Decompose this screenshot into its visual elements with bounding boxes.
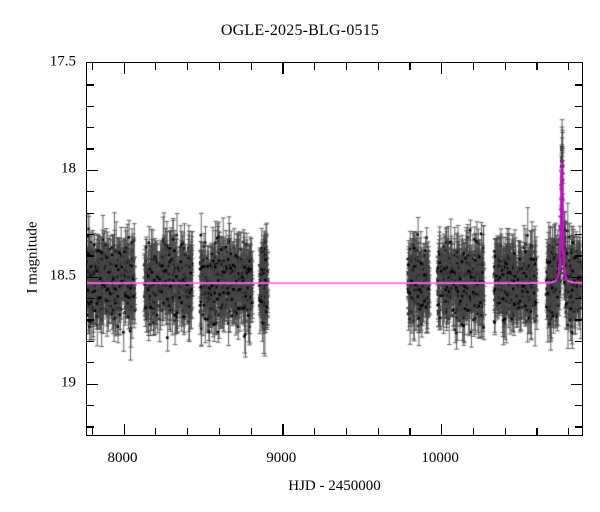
axis-tick: [441, 63, 443, 74]
y-tick-label: 18.5: [49, 267, 76, 284]
axis-tick: [87, 383, 98, 385]
axis-tick: [87, 127, 94, 129]
axis-tick: [218, 63, 220, 70]
axis-tick: [314, 428, 316, 435]
axis-tick: [123, 424, 125, 435]
axis-tick: [123, 63, 125, 74]
axis-tick: [87, 404, 94, 407]
axis-tick: [571, 276, 582, 279]
axis-tick: [472, 428, 475, 435]
axis-tick: [575, 105, 582, 107]
axis-tick: [87, 276, 98, 279]
axis-tick: [87, 148, 94, 150]
axis-tick: [409, 63, 411, 70]
axis-tick: [571, 169, 582, 172]
axis-tick: [87, 340, 94, 343]
axis-tick: [187, 428, 189, 435]
axis-tick: [504, 428, 506, 435]
axis-tick: [575, 84, 582, 86]
axis-tick: [504, 63, 506, 70]
axis-tick: [87, 426, 94, 428]
axis-tick: [377, 63, 379, 70]
axis-tick: [472, 63, 475, 70]
y-tick-label: 19: [61, 374, 76, 391]
y-tick-label: 18: [61, 160, 76, 177]
axis-tick: [575, 426, 582, 428]
axis-tick: [87, 84, 94, 86]
axis-tick: [571, 383, 582, 385]
axis-tick: [536, 63, 538, 70]
light-curve-canvas: [87, 63, 582, 435]
axis-tick: [575, 404, 582, 407]
axis-tick: [409, 428, 411, 435]
axis-tick: [441, 424, 443, 435]
axis-tick: [87, 212, 94, 214]
axis-tick: [345, 63, 347, 70]
axis-tick: [575, 191, 582, 193]
plot-canvas-wrapper: [87, 63, 582, 435]
axis-tick: [87, 169, 98, 172]
axis-tick: [575, 255, 582, 257]
axis-tick: [377, 428, 379, 435]
axis-tick: [87, 319, 94, 321]
axis-tick: [87, 298, 94, 300]
axis-tick: [87, 105, 94, 107]
x-tick-label: 8000: [107, 450, 138, 466]
axis-tick: [218, 428, 220, 435]
chart-title: OGLE-2025-BLG-0515: [220, 22, 380, 39]
axis-tick: [575, 340, 582, 343]
axis-tick: [575, 212, 582, 214]
plot-area: [86, 62, 583, 436]
axis-tick: [575, 127, 582, 129]
x-tick-label: 9000: [266, 450, 297, 466]
x-axis-title: HJD - 2450000: [288, 478, 381, 494]
axis-tick: [575, 319, 582, 321]
axis-tick: [87, 233, 94, 236]
axis-tick: [187, 63, 189, 70]
axis-tick: [568, 63, 570, 70]
y-tick-label: 17.5: [49, 53, 76, 70]
axis-tick: [536, 428, 538, 435]
axis-tick: [250, 63, 252, 70]
axis-tick: [87, 191, 94, 193]
y-axis-title: I magnitude: [24, 221, 41, 294]
axis-tick: [87, 362, 94, 364]
axis-tick: [314, 63, 316, 70]
axis-tick: [91, 428, 93, 435]
axis-tick: [575, 298, 582, 300]
axis-tick: [155, 63, 157, 70]
x-tick-label: 10000: [421, 450, 459, 466]
axis-tick: [87, 255, 94, 257]
axis-tick: [250, 428, 252, 435]
axis-tick: [91, 63, 93, 70]
axis-tick: [568, 428, 570, 435]
axis-tick: [345, 428, 347, 435]
axis-tick: [575, 362, 582, 364]
axis-tick: [155, 428, 157, 435]
axis-tick: [282, 63, 284, 74]
axis-tick: [575, 233, 582, 236]
axis-tick: [575, 148, 582, 150]
axis-tick: [282, 424, 284, 435]
